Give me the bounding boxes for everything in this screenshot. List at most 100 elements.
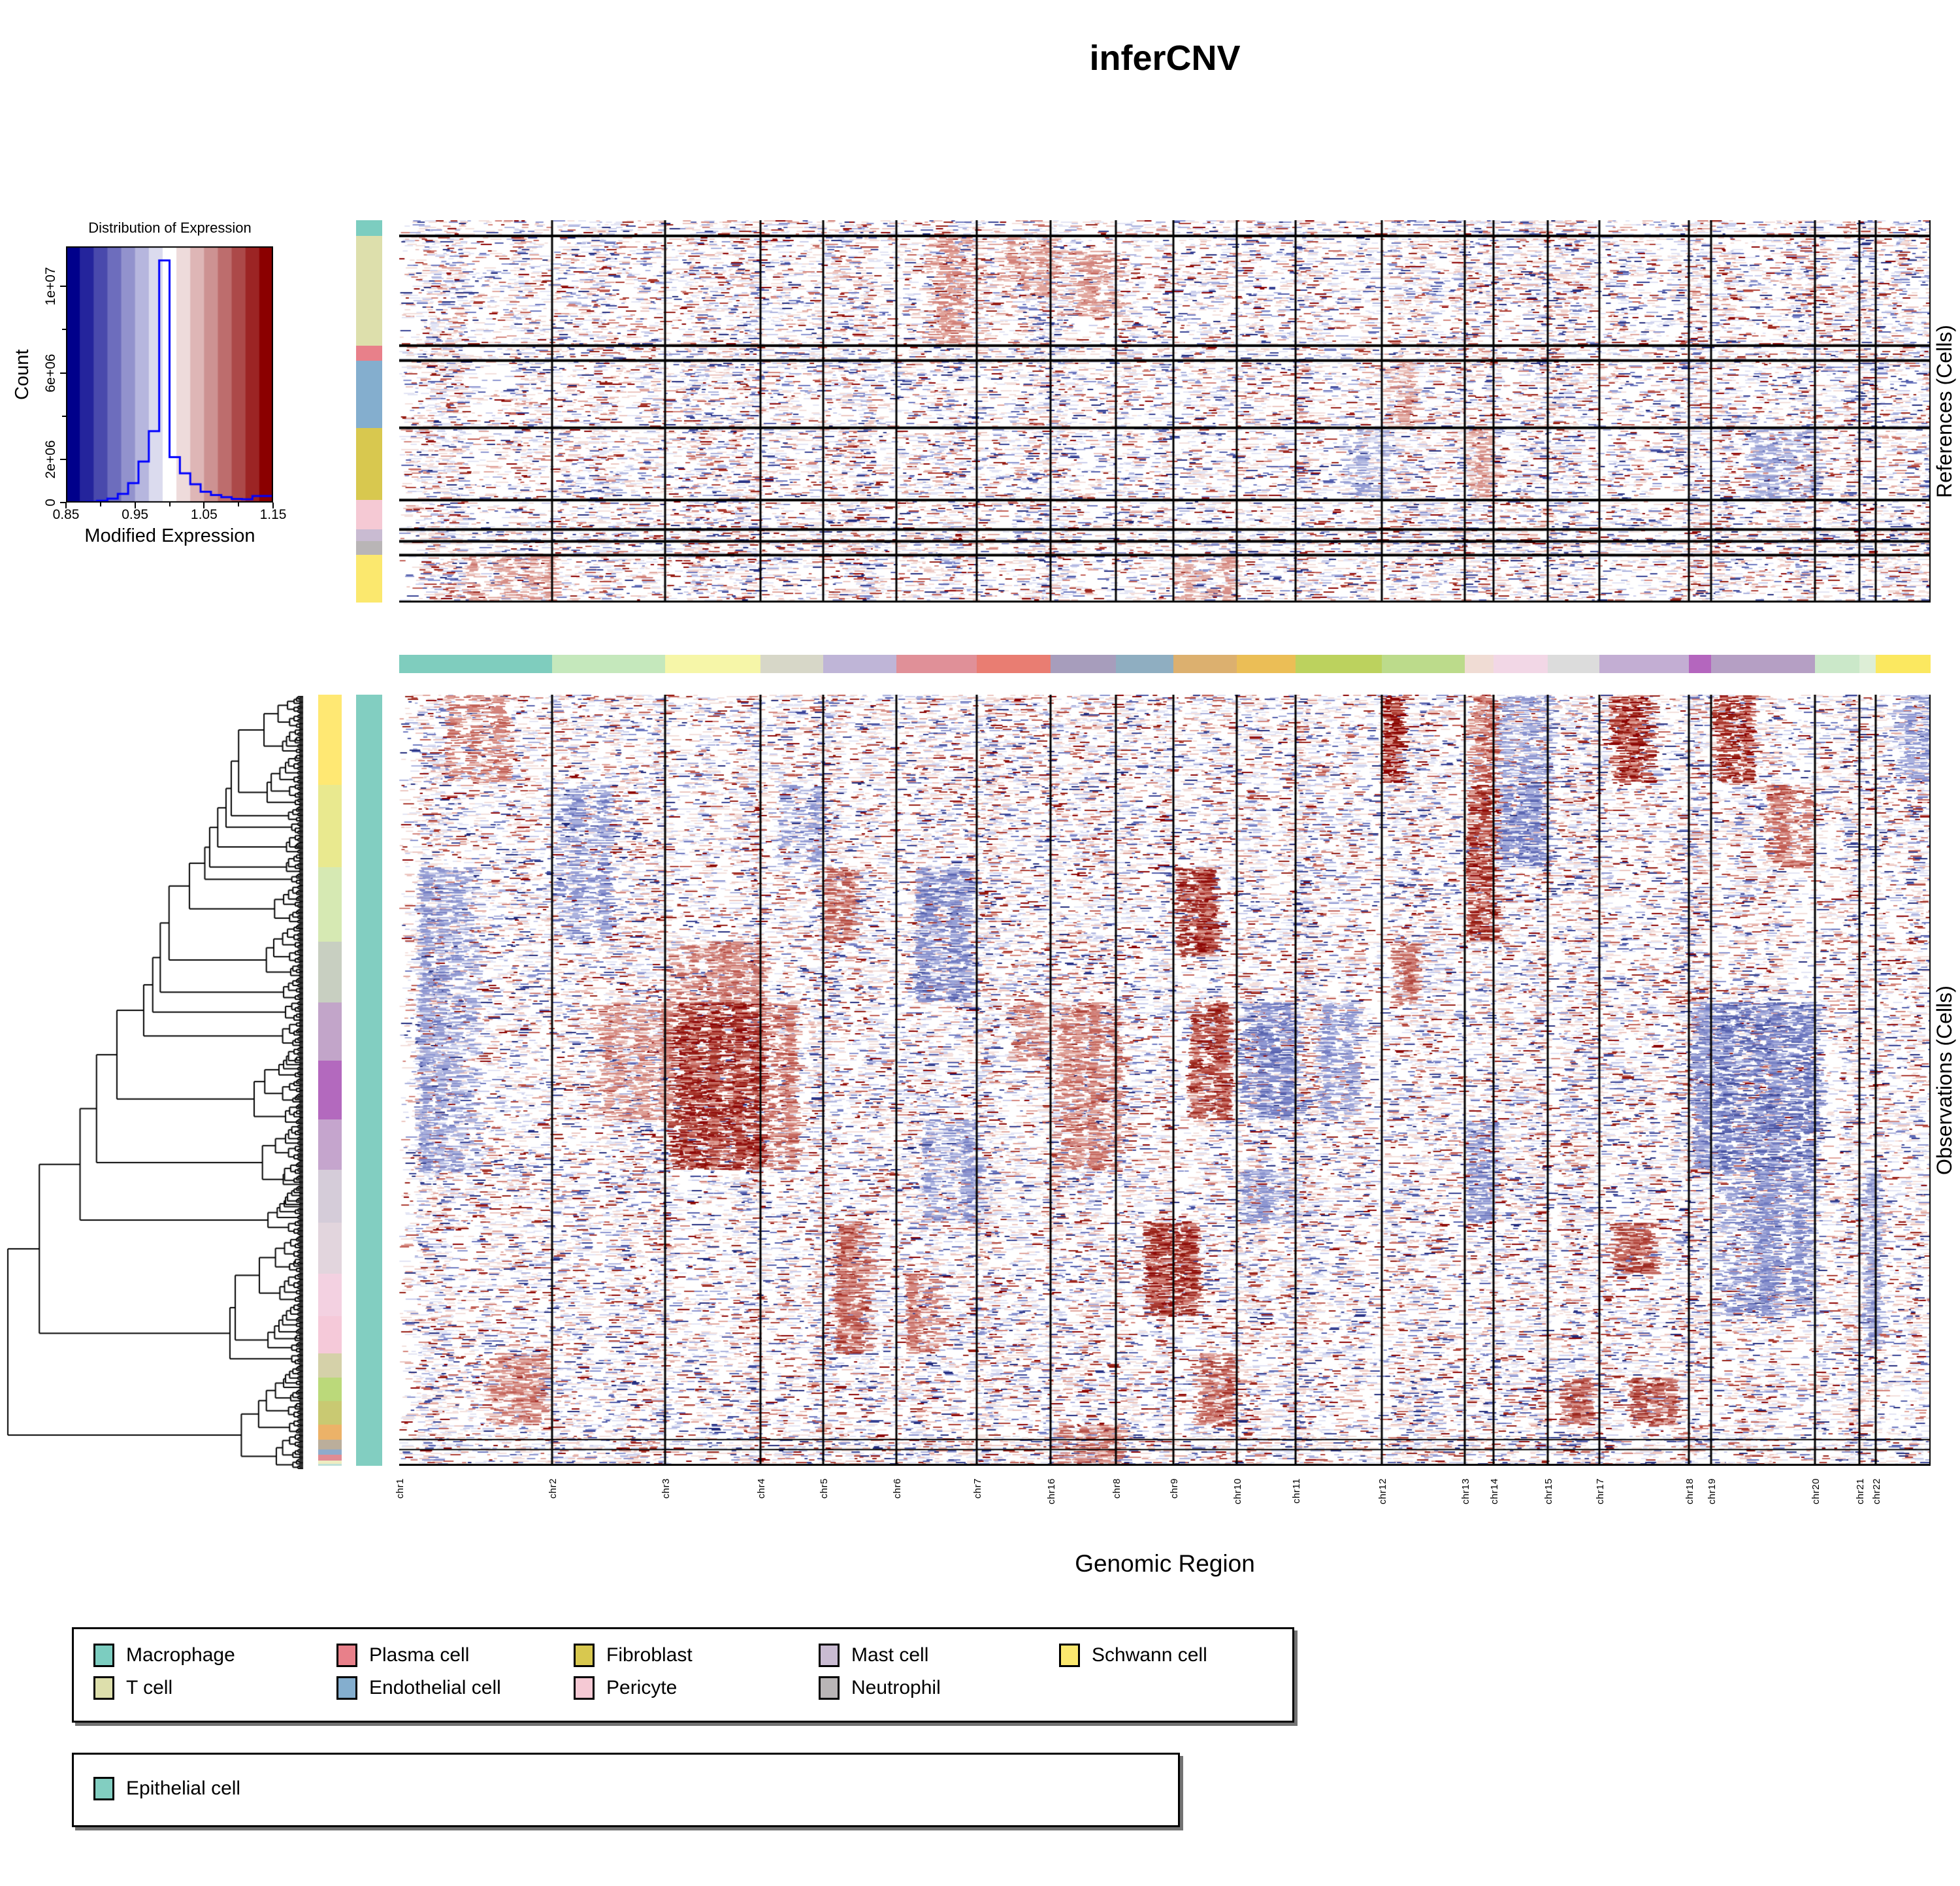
observation-cluster-swatch <box>318 1169 342 1223</box>
chr-bar-segment-chr19 <box>1710 655 1815 673</box>
legend-item-t-cell: T cell <box>93 1676 172 1700</box>
reference-group-swatch-schwann-cell <box>356 555 382 603</box>
legend-item-fibroblast: Fibroblast <box>574 1644 693 1667</box>
chr-bar-segment-chr7 <box>976 655 1051 673</box>
chr-axis-label-chr8: chr8 <box>1111 1478 1122 1499</box>
chr-bar-segment-chr2 <box>552 655 665 673</box>
legend-item-mast-cell: Mast cell <box>819 1644 928 1667</box>
chr-axis-label-chr6: chr6 <box>892 1478 903 1499</box>
chr-bar-segment-chr22 <box>1875 655 1931 673</box>
key-x-tick-label: 0.95 <box>122 507 149 522</box>
genomic-region-axis-title: Genomic Region <box>1075 1550 1255 1577</box>
legend-label: Pericyte <box>606 1677 678 1698</box>
legend-swatch-endothelial-cell <box>336 1676 357 1700</box>
observation-cluster-swatch <box>318 1315 342 1353</box>
key-y-tick-label: 6e+06 <box>43 354 58 393</box>
chr-bar-segment-chr3 <box>665 655 760 673</box>
key-y-tick-mark <box>60 286 66 288</box>
observation-cluster-swatch <box>318 1353 342 1378</box>
observation-cluster-swatch <box>318 1061 342 1120</box>
chr-axis-label-chr18: chr18 <box>1684 1478 1695 1505</box>
key-y-tick-mark <box>60 458 66 460</box>
legend-label: Fibroblast <box>606 1644 693 1666</box>
chr-axis-label-chr19: chr19 <box>1707 1478 1718 1505</box>
key-x-tick-mark <box>272 503 274 508</box>
legend-label: Schwann cell <box>1092 1644 1207 1666</box>
observations-cluster-bar <box>318 695 342 1466</box>
observation-cluster-swatch <box>318 785 342 868</box>
chr-bar-segment-chr8 <box>1115 655 1173 673</box>
legend-item-neutrophil: Neutrophil <box>819 1676 941 1700</box>
references-annotation-bar <box>356 220 382 603</box>
chr-bar-segment-chr14 <box>1493 655 1548 673</box>
legend-item-epithelial-cell: Epithelial cell <box>93 1777 240 1800</box>
observation-cluster-swatch <box>318 1002 342 1061</box>
legend-swatch-plasma-cell <box>336 1644 357 1667</box>
legend-label: Epithelial cell <box>126 1778 241 1799</box>
references-axis-label: References (Cells) <box>1933 325 1956 498</box>
observation-cluster-swatch <box>318 1455 342 1461</box>
chr-axis-label-chr12: chr12 <box>1377 1478 1388 1505</box>
key-x-tick-mark <box>65 503 67 508</box>
legend-label: Plasma cell <box>369 1644 470 1666</box>
chr-axis-label-chr20: chr20 <box>1810 1478 1821 1505</box>
celltype-legend: Macrophage T cell Plasma cell Endothelial c… <box>72 1627 1294 1723</box>
chromosome-color-bar <box>399 655 1931 673</box>
page-title: inferCNV <box>1089 39 1241 78</box>
chr-axis-label-chr16: chr16 <box>1046 1478 1057 1505</box>
key-x-minor-tick <box>238 503 240 506</box>
expression-key-canvas <box>66 246 273 503</box>
legend-swatch-pericyte <box>574 1676 595 1700</box>
key-y-tick-mark <box>60 502 66 503</box>
reference-group-swatch-macrophage <box>356 220 382 236</box>
reference-group-swatch-plasma-cell <box>356 345 382 361</box>
chr-axis-label-chr17: chr17 <box>1595 1478 1606 1505</box>
chr-bar-segment-chr10 <box>1236 655 1296 673</box>
chr-axis-label-chr5: chr5 <box>819 1478 830 1499</box>
legend-item-endothelial-cell: Endothelial cell <box>336 1676 501 1700</box>
reference-group-swatch-t-cell <box>356 235 382 346</box>
expression-key-y-axis-label: Count <box>12 349 33 400</box>
key-x-tick-label: 1.05 <box>190 507 218 522</box>
chr-bar-segment-chr13 <box>1464 655 1494 673</box>
chr-bar-segment-chr6 <box>896 655 977 673</box>
reference-group-swatch-mast-cell <box>356 529 382 542</box>
observation-cluster-swatch <box>318 1378 342 1401</box>
legend-swatch-neutrophil <box>819 1676 840 1700</box>
legend-swatch-t-cell <box>93 1676 114 1700</box>
observation-cluster-swatch <box>318 1460 342 1464</box>
key-x-tick-label: 1.15 <box>259 507 287 522</box>
chr-bar-segment-chr17 <box>1599 655 1689 673</box>
observations-celltype-bar <box>356 695 382 1466</box>
key-y-tick-label: 2e+06 <box>43 440 58 479</box>
chr-bar-segment-chr15 <box>1547 655 1599 673</box>
chr-axis-label-chr10: chr10 <box>1232 1478 1243 1505</box>
chr-bar-segment-chr12 <box>1381 655 1465 673</box>
chr-axis-label-chr2: chr2 <box>547 1478 559 1499</box>
expression-key-x-axis-label: Modified Expression <box>84 525 255 546</box>
key-y-minor-tick <box>62 329 66 331</box>
chr-axis-label-chr14: chr14 <box>1489 1478 1500 1505</box>
observation-cluster-swatch <box>318 1464 342 1466</box>
observation-celltype-legend: Epithelial cell <box>72 1753 1180 1827</box>
chr-axis-label-chr9: chr9 <box>1169 1478 1180 1499</box>
key-x-tick-label: 0.85 <box>52 507 80 522</box>
key-y-tick-label: 1e+07 <box>43 267 58 306</box>
key-x-tick-mark <box>203 503 205 508</box>
key-x-minor-tick <box>169 503 171 506</box>
reference-group-swatch-fibroblast <box>356 427 382 501</box>
chr-axis-label-chr13: chr13 <box>1460 1478 1471 1505</box>
observation-cluster-swatch <box>318 1449 342 1455</box>
chr-axis-label-chr22: chr22 <box>1871 1478 1882 1505</box>
legend-item-pericyte: Pericyte <box>574 1676 677 1700</box>
chr-axis-label-chr7: chr7 <box>972 1478 983 1499</box>
legend-item-schwann-cell: Schwann cell <box>1059 1644 1207 1667</box>
chr-bar-segment-chr18 <box>1688 655 1711 673</box>
legend-label: Endothelial cell <box>369 1677 501 1698</box>
observation-cluster-swatch <box>318 1425 342 1440</box>
observation-cluster-swatch <box>318 1274 342 1316</box>
chr-axis-label-chr3: chr3 <box>661 1478 672 1499</box>
observation-cluster-swatch <box>318 1400 342 1425</box>
chr-axis-label-chr21: chr21 <box>1855 1478 1866 1505</box>
legend-label: T cell <box>126 1677 173 1698</box>
